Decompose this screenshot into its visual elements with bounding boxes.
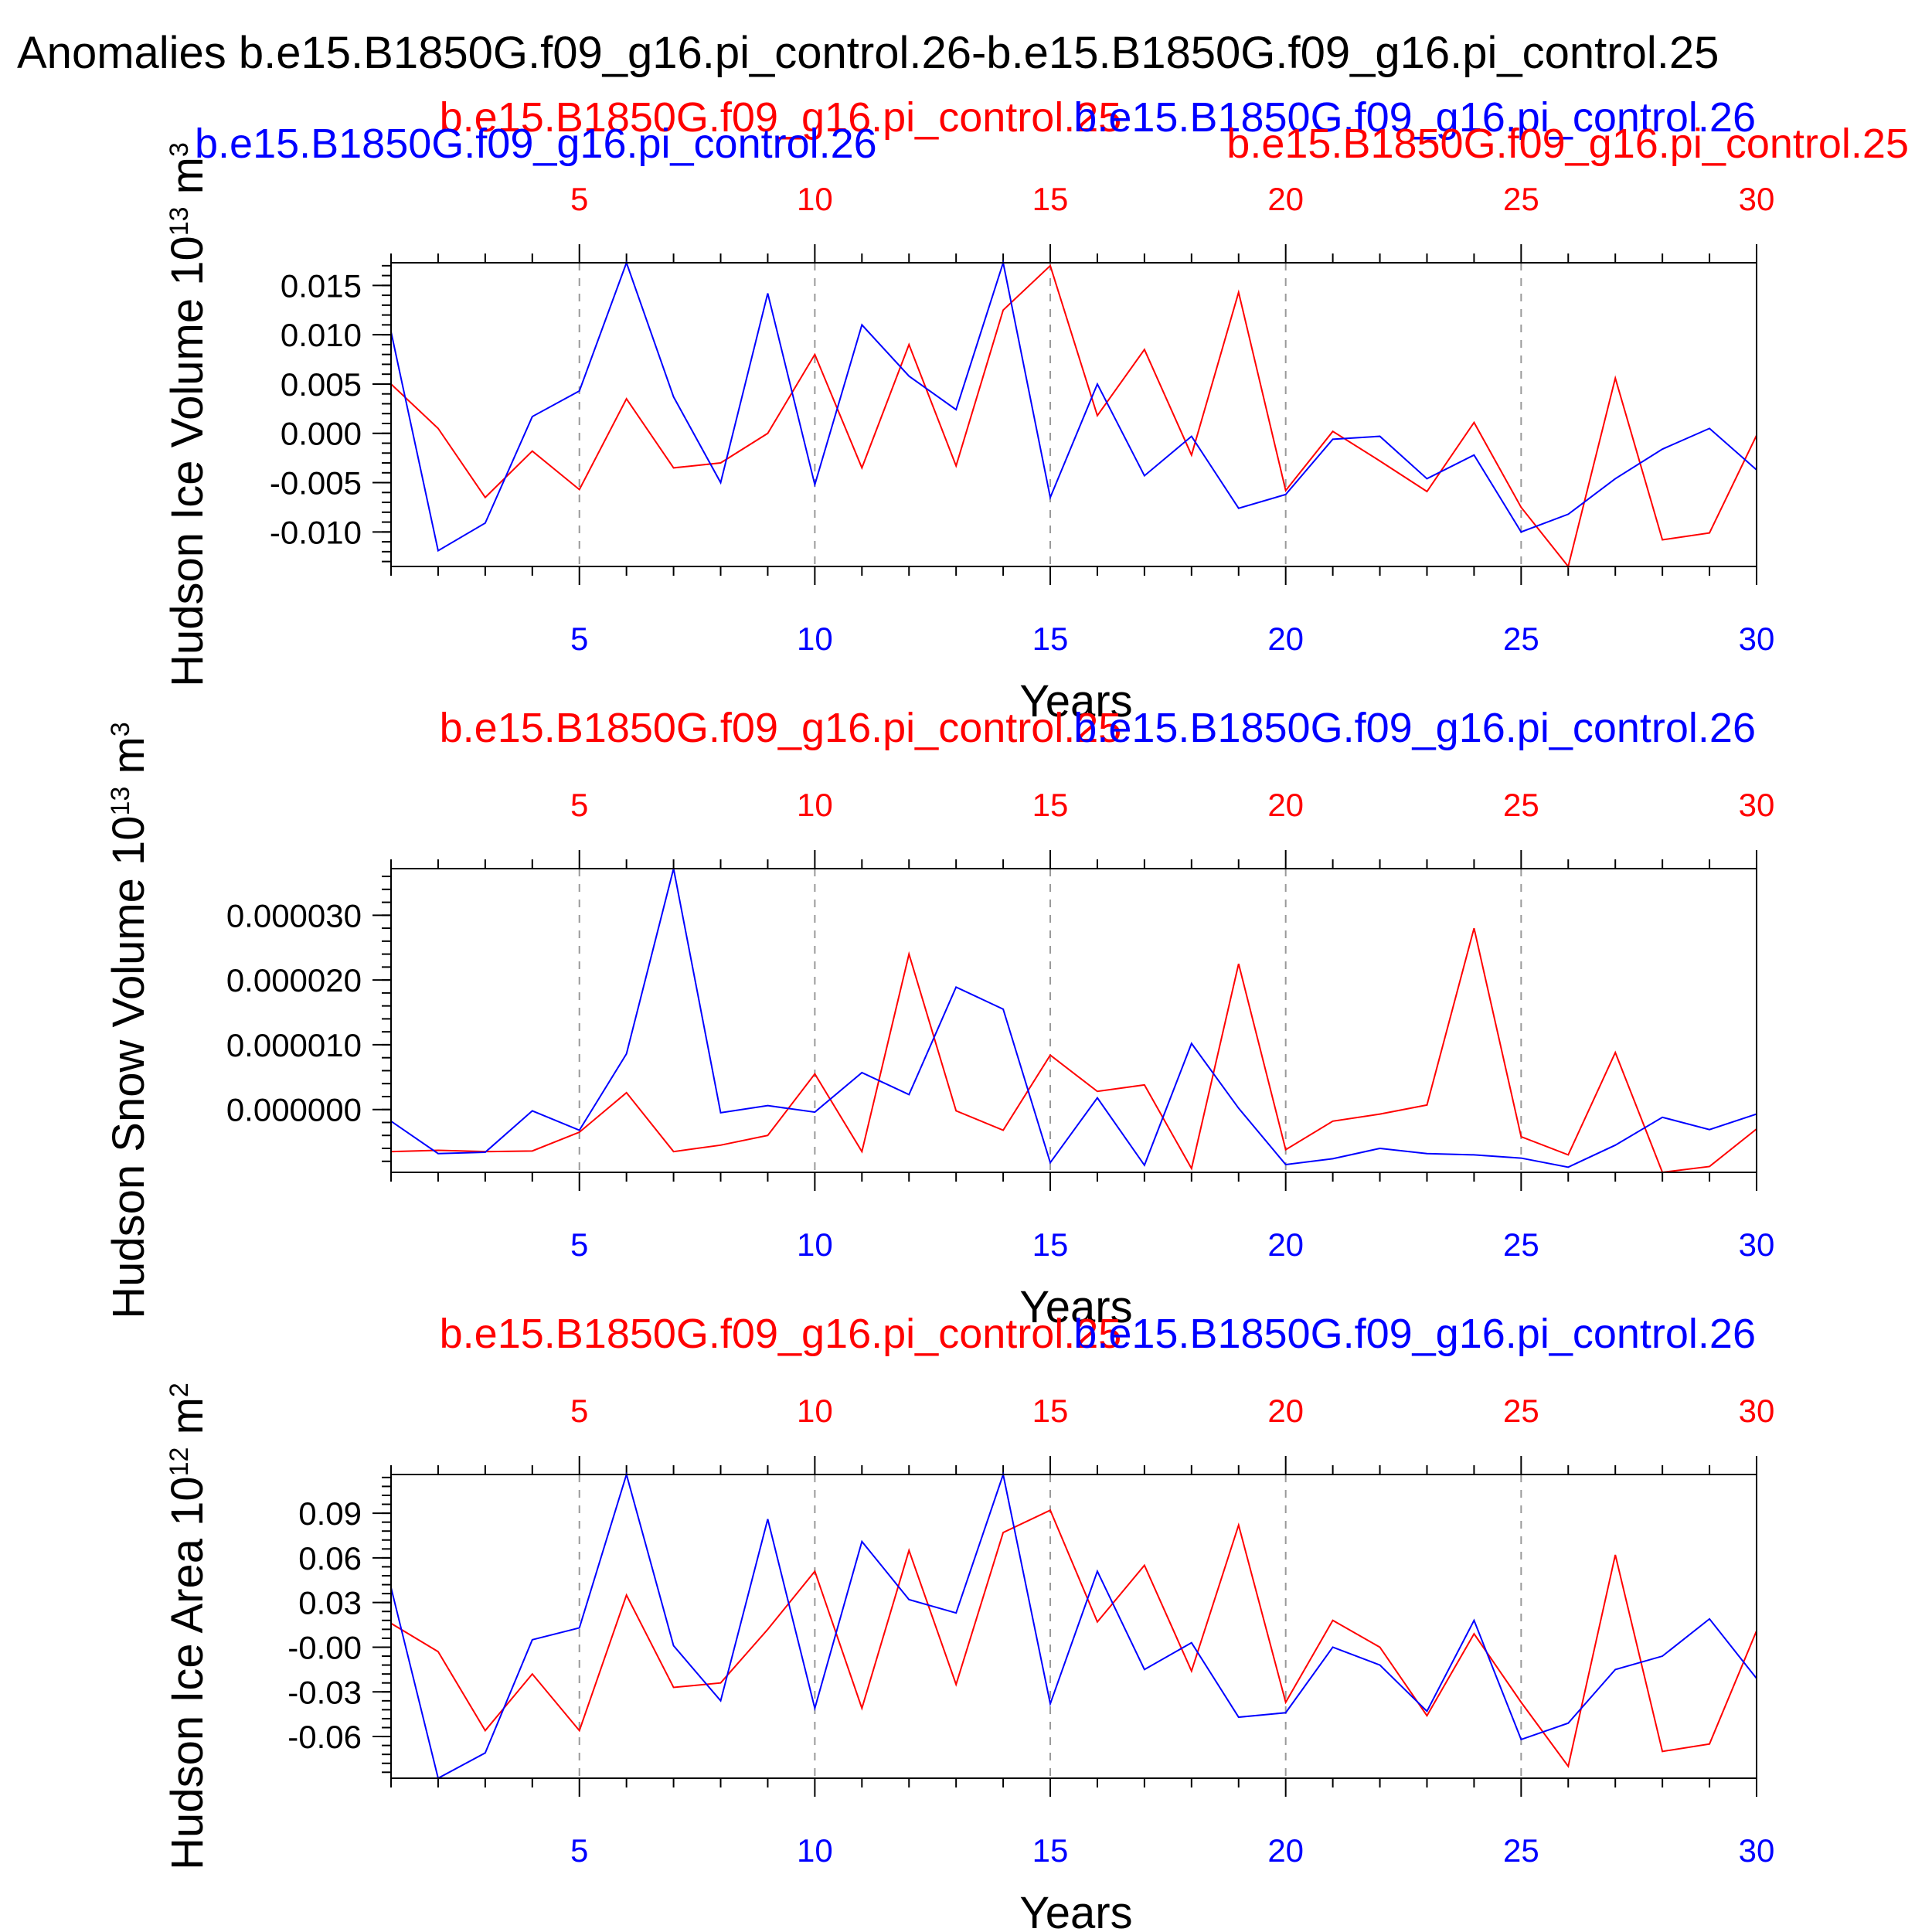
figure-title: Anomalies b.e15.B1850G.f09_g16.pi_contro… — [17, 28, 1719, 78]
bottom-x-tick-label: 15 — [1032, 1832, 1069, 1869]
series-line-control-26 — [390, 260, 1757, 553]
plot-frame — [390, 262, 1757, 567]
top-x-tick-label: 25 — [1503, 1393, 1539, 1429]
top-x-tick-label: 20 — [1267, 1393, 1304, 1429]
top-x-tick-label: 15 — [1032, 787, 1069, 823]
top-x-tick-label: 25 — [1503, 181, 1539, 217]
y-tick-label: 0.005 — [281, 366, 362, 403]
plot-frame — [390, 868, 1757, 1173]
bottom-x-tick-label: 15 — [1032, 621, 1069, 657]
y-tick-label: -0.00 — [287, 1629, 362, 1665]
series-label-control-26: b.e15.B1850G.f09_g16.pi_control.26 — [1073, 94, 1756, 141]
bottom-x-tick-label: 30 — [1739, 621, 1775, 657]
top-x-tick-label: 15 — [1032, 181, 1069, 217]
y-tick-label: 0.000030 — [226, 897, 362, 934]
bottom-x-tick-label: 20 — [1267, 1226, 1304, 1263]
x-axis-title: Years — [1019, 676, 1132, 726]
top-x-tick-label: 25 — [1503, 787, 1539, 823]
series-line-control-25 — [390, 264, 1757, 569]
bottom-x-tick-label: 15 — [1032, 1226, 1069, 1263]
y-tick-label: 0.010 — [281, 317, 362, 353]
bottom-x-tick-label: 5 — [570, 1226, 588, 1263]
bottom-x-tick-label: 5 — [570, 1832, 588, 1869]
series-line-control-25 — [390, 927, 1757, 1174]
x-axis-title: Years — [1019, 1282, 1132, 1332]
bottom-x-tick-label: 5 — [570, 621, 588, 657]
panel-2: 0.000030 0.000020 0.000010 0.000000 5 5 10 10 15… — [104, 705, 1774, 1332]
y-tick-label: -0.005 — [270, 465, 362, 502]
y-tick-label: 0.03 — [298, 1585, 362, 1621]
x-axis-title: Years — [1019, 1888, 1132, 1932]
bottom-x-tick-label: 10 — [797, 1832, 833, 1869]
bottom-x-tick-label: 30 — [1739, 1226, 1775, 1263]
top-x-tick-label: 5 — [570, 787, 588, 823]
y-tick-label: 0.000 — [281, 416, 362, 452]
bottom-x-tick-label: 25 — [1503, 621, 1539, 657]
y-tick-label: -0.03 — [287, 1674, 362, 1710]
bottom-x-tick-label: 25 — [1503, 1226, 1539, 1263]
panel-1: 0.015 0.010 0.005 0.000 -0.005 -0.010 5 5 10 10 15… — [162, 94, 1909, 726]
panels: 0.0150.0100.0050.000-0.005-0.01055101015… — [104, 94, 1909, 1932]
top-x-tick-label: 10 — [797, 181, 833, 217]
top-x-tick-label: 10 — [797, 1393, 833, 1429]
bottom-x-tick-label: 10 — [797, 1226, 833, 1263]
top-x-tick-label: 30 — [1739, 787, 1775, 823]
series-line-control-26 — [390, 1471, 1757, 1780]
series-label-control-25: b.e15.B1850G.f09_g16.pi_control.25 — [440, 705, 1122, 751]
bottom-x-tick-label: 20 — [1267, 621, 1304, 657]
top-x-tick-label: 30 — [1739, 1393, 1775, 1429]
panel-3: 0.09 0.06 0.03 -0.00 -0.03 -0.06 5 5 10 10 15 15 20 2… — [162, 1311, 1774, 1932]
bottom-x-tick-label: 10 — [797, 621, 833, 657]
series-label-control-26: b.e15.B1850G.f09_g16.pi_control.26 — [1073, 1311, 1756, 1357]
bottom-x-tick-label: 30 — [1739, 1832, 1775, 1869]
y-tick-label: 0.000010 — [226, 1027, 362, 1063]
y-tick-label: 0.000000 — [226, 1092, 362, 1128]
top-x-tick-label: 5 — [570, 181, 588, 217]
series-line-control-25 — [390, 1509, 1757, 1768]
y-tick-label: 0.09 — [298, 1495, 362, 1532]
top-x-tick-label: 5 — [570, 1393, 588, 1429]
top-x-tick-label: 30 — [1739, 181, 1775, 217]
y-axis-title: Hudson Ice Volume 1013 m3 — [162, 142, 213, 687]
bottom-x-tick-label: 25 — [1503, 1832, 1539, 1869]
series-label-control-25: b.e15.B1850G.f09_g16.pi_control.25 — [440, 1311, 1122, 1357]
y-tick-label: 0.000020 — [226, 962, 362, 998]
y-tick-label: 0.06 — [298, 1540, 362, 1577]
y-tick-label: -0.010 — [270, 514, 362, 550]
top-x-tick-label: 10 — [797, 787, 833, 823]
y-tick-label: 0.015 — [281, 267, 362, 304]
top-x-tick-label: 15 — [1032, 1393, 1069, 1429]
y-axis-title: Hudson Snow Volume 1013 m3 — [104, 722, 154, 1319]
top-x-tick-label: 20 — [1267, 787, 1304, 823]
series-label-control-26: b.e15.B1850G.f09_g16.pi_control.26 — [1073, 705, 1756, 751]
y-axis-title: Hudson Ice Area 1012 m2 — [162, 1383, 213, 1870]
series-line-control-26 — [390, 868, 1757, 1168]
second-series-label-control-25: b.e15.B1850G.f09_g16.pi_control.25 — [1226, 121, 1909, 167]
plot-frame — [390, 1474, 1757, 1779]
bottom-x-tick-label: 20 — [1267, 1832, 1304, 1869]
second-series-label-control-26: b.e15.B1850G.f09_g16.pi_control.26 — [195, 121, 877, 167]
top-x-tick-label: 20 — [1267, 181, 1304, 217]
y-tick-label: -0.06 — [287, 1719, 362, 1755]
series-label-control-25: b.e15.B1850G.f09_g16.pi_control.25 — [440, 94, 1122, 141]
